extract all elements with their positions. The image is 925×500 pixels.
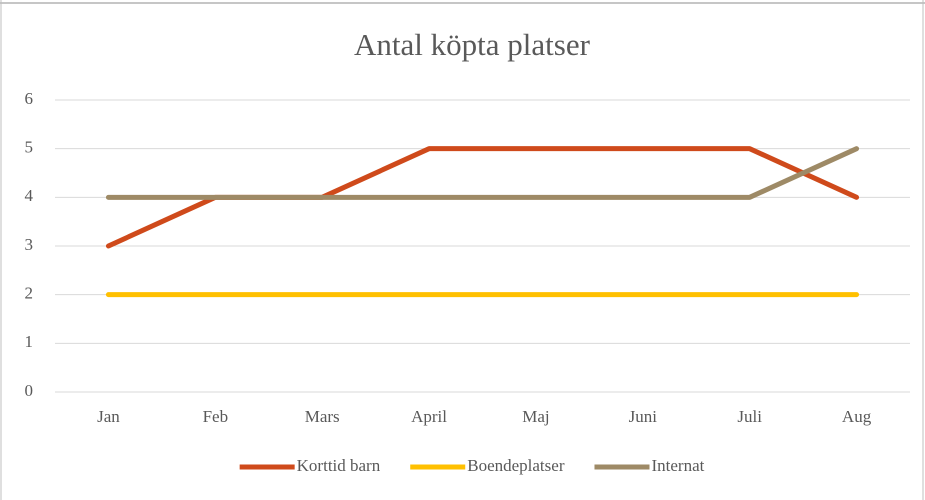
y-tick-label: 4 xyxy=(25,186,34,205)
y-tick-label: 2 xyxy=(25,284,34,303)
x-tick-label: Jan xyxy=(97,407,120,426)
y-tick-label: 3 xyxy=(25,235,34,254)
legend: Korttid barn Boendeplatser Internat xyxy=(239,456,705,475)
x-tick-label: Mars xyxy=(305,407,340,426)
x-tick-label: Juli xyxy=(737,407,762,426)
y-tick-label: 6 xyxy=(25,89,34,108)
legend-label: Boendeplatser xyxy=(467,456,565,475)
series-line xyxy=(105,146,860,200)
y-tick-label: 1 xyxy=(25,332,34,351)
legend-label: Internat xyxy=(651,456,704,475)
x-tick-label: Maj xyxy=(522,407,549,426)
x-tick-label: Aug xyxy=(842,407,872,426)
x-tick-label: Feb xyxy=(203,407,229,426)
chart-title: Antal köpta platser xyxy=(354,27,591,62)
x-tick-label: Juni xyxy=(629,407,658,426)
y-tick-label: 5 xyxy=(25,138,34,157)
y-tick-label: 0 xyxy=(25,381,34,400)
x-tick-label: April xyxy=(411,407,447,426)
legend-label: Korttid barn xyxy=(297,456,381,475)
